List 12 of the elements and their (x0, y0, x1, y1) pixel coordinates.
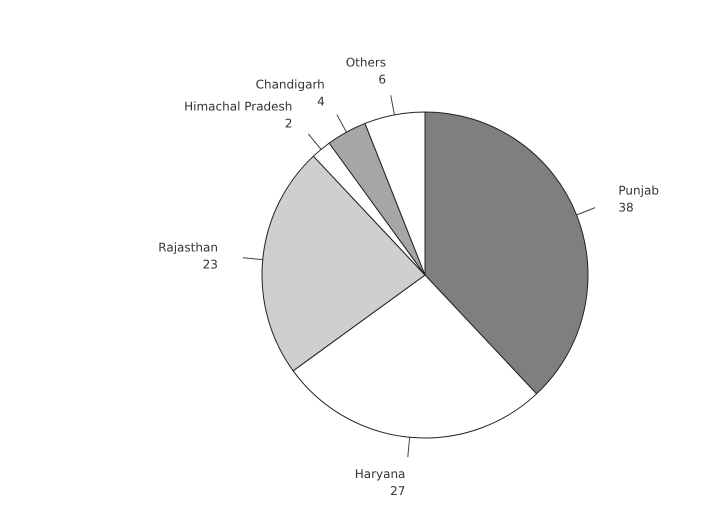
data-label: 23 (202, 257, 218, 272)
data-label: 38 (618, 200, 634, 214)
slice-label: Others (346, 56, 386, 70)
slice-label: Rajasthan (158, 240, 218, 254)
data-label: 2 (284, 116, 292, 131)
slice-label: Punjab (618, 183, 659, 198)
slice-label: Chandigarh (256, 78, 325, 92)
data-label: 6 (378, 72, 386, 87)
data-label: 27 (390, 484, 406, 498)
slice-label: Haryana (354, 467, 406, 482)
data-label: 4 (317, 94, 325, 109)
slice-label: Himachal Pradesh (184, 100, 292, 114)
